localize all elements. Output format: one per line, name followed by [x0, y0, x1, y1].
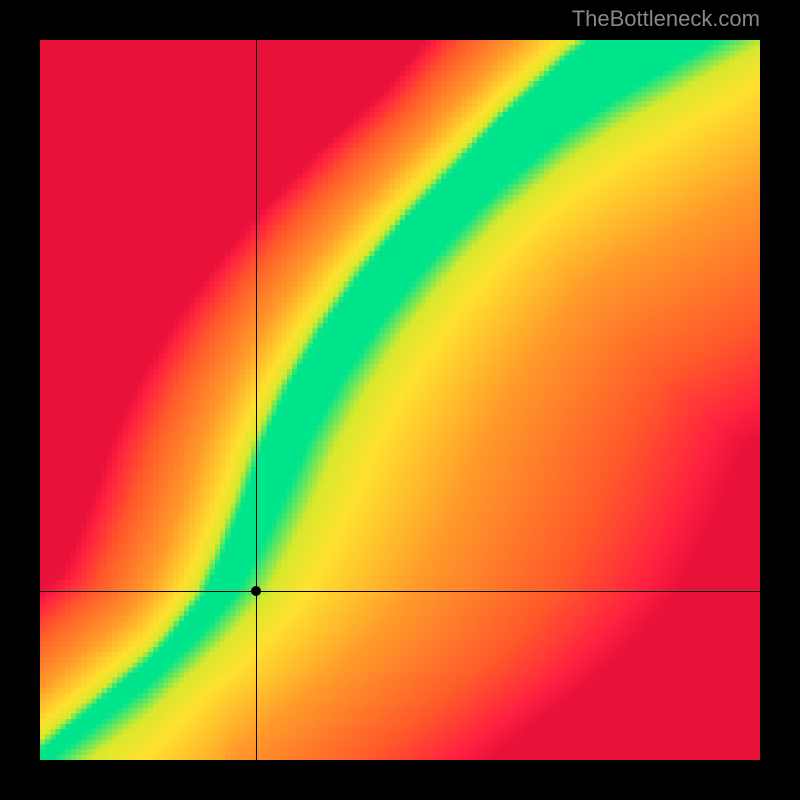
crosshair-horizontal-line: [40, 591, 760, 592]
selected-point-marker: [251, 586, 261, 596]
watermark-text: TheBottleneck.com: [572, 6, 760, 32]
crosshair-vertical-line: [256, 40, 257, 760]
heatmap-plot-area: [40, 40, 760, 760]
heatmap-canvas: [40, 40, 760, 760]
